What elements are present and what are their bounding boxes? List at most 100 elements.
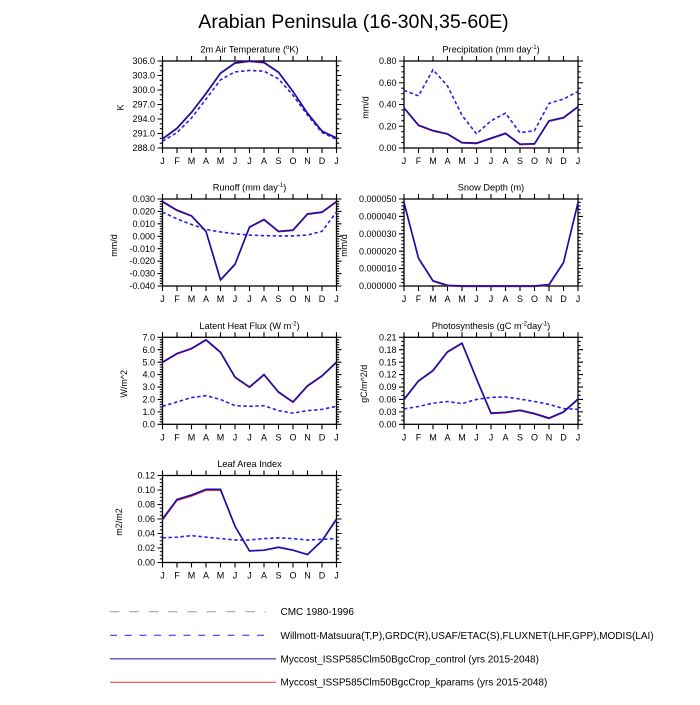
- svg-text:D: D: [319, 294, 326, 304]
- svg-text:J: J: [160, 571, 165, 581]
- svg-text:J: J: [247, 294, 252, 304]
- svg-text:Precipitation (mm day-1): Precipitation (mm day-1): [442, 45, 539, 55]
- svg-text:0.000050: 0.000050: [359, 194, 397, 204]
- svg-text:A: A: [261, 571, 267, 581]
- svg-text:0.21: 0.21: [379, 332, 397, 342]
- svg-text:0.06: 0.06: [379, 395, 397, 405]
- svg-text:J: J: [474, 433, 479, 443]
- svg-text:2m Air Temperature (oK): 2m Air Temperature (oK): [200, 45, 298, 55]
- svg-text:O: O: [531, 433, 538, 443]
- svg-text:N: N: [546, 156, 553, 166]
- svg-text:J: J: [576, 433, 581, 443]
- svg-text:Runoff (mm day-1): Runoff (mm day-1): [213, 183, 287, 193]
- svg-text:-0.020: -0.020: [129, 256, 155, 266]
- svg-text:0.000000: 0.000000: [359, 281, 397, 291]
- svg-text:J: J: [402, 156, 407, 166]
- svg-text:A: A: [444, 156, 450, 166]
- svg-text:A: A: [203, 294, 209, 304]
- svg-text:0.0: 0.0: [142, 419, 155, 429]
- svg-text:0.40: 0.40: [379, 100, 397, 110]
- svg-text:gC/m^2/d: gC/m^2/d: [359, 365, 369, 403]
- svg-text:F: F: [174, 571, 180, 581]
- svg-text:J: J: [576, 294, 581, 304]
- svg-text:A: A: [444, 433, 450, 443]
- svg-text:O: O: [289, 571, 296, 581]
- svg-text:M: M: [429, 156, 437, 166]
- svg-text:M: M: [458, 156, 466, 166]
- svg-text:mm/d: mm/d: [109, 234, 119, 257]
- svg-text:6.0: 6.0: [142, 345, 155, 355]
- svg-text:0.06: 0.06: [137, 514, 155, 524]
- svg-text:0.020: 0.020: [132, 207, 155, 217]
- svg-text:J: J: [402, 433, 407, 443]
- svg-text:J: J: [334, 571, 339, 581]
- svg-text:Snow Depth (m): Snow Depth (m): [458, 183, 524, 193]
- svg-text:294.0: 294.0: [132, 114, 155, 124]
- svg-text:J: J: [576, 156, 581, 166]
- svg-text:-0.010: -0.010: [129, 244, 155, 254]
- svg-text:F: F: [174, 156, 180, 166]
- svg-text:K: K: [116, 104, 126, 110]
- svg-text:N: N: [546, 433, 553, 443]
- svg-text:0.000040: 0.000040: [359, 212, 397, 222]
- svg-text:S: S: [517, 433, 523, 443]
- svg-text:Myccost_ISSP585Clm50BgcCrop_co: Myccost_ISSP585Clm50BgcCrop_control (yrs…: [281, 654, 539, 665]
- svg-text:N: N: [546, 294, 553, 304]
- svg-text:A: A: [261, 433, 267, 443]
- svg-text:W/m^2: W/m^2: [119, 370, 129, 398]
- svg-text:A: A: [502, 294, 508, 304]
- svg-text:S: S: [275, 294, 281, 304]
- svg-text:A: A: [203, 571, 209, 581]
- svg-text:D: D: [560, 433, 567, 443]
- svg-text:J: J: [402, 294, 407, 304]
- svg-text:0.60: 0.60: [379, 78, 397, 88]
- svg-text:N: N: [304, 294, 311, 304]
- svg-text:0.000030: 0.000030: [359, 229, 397, 239]
- svg-text:J: J: [334, 294, 339, 304]
- svg-text:306.0: 306.0: [132, 56, 155, 66]
- svg-text:M: M: [188, 433, 196, 443]
- svg-text:0.12: 0.12: [137, 471, 155, 481]
- svg-text:A: A: [203, 433, 209, 443]
- svg-text:O: O: [289, 433, 296, 443]
- svg-text:0.000010: 0.000010: [359, 264, 397, 274]
- svg-text:A: A: [502, 433, 508, 443]
- svg-text:M: M: [188, 571, 196, 581]
- svg-text:1.0: 1.0: [142, 407, 155, 417]
- svg-text:Arabian Peninsula (16-30N,35-6: Arabian Peninsula (16-30N,35-60E): [198, 11, 508, 33]
- svg-text:M: M: [217, 294, 225, 304]
- svg-text:N: N: [304, 571, 311, 581]
- svg-text:Photosynthesis (gC m-2day-1): Photosynthesis (gC m-2day-1): [432, 321, 550, 331]
- svg-text:J: J: [247, 571, 252, 581]
- svg-text:A: A: [502, 156, 508, 166]
- svg-text:0.030: 0.030: [132, 194, 155, 204]
- svg-text:0.00: 0.00: [379, 143, 397, 153]
- svg-text:4.0: 4.0: [142, 370, 155, 380]
- svg-text:288.0: 288.0: [132, 143, 155, 153]
- svg-text:F: F: [174, 294, 180, 304]
- svg-text:0.09: 0.09: [379, 382, 397, 392]
- svg-text:Willmott-Matsuura(T,P),GRDC(R): Willmott-Matsuura(T,P),GRDC(R),USAF/ETAC…: [281, 631, 654, 642]
- svg-text:0.00: 0.00: [379, 419, 397, 429]
- svg-text:A: A: [261, 294, 267, 304]
- svg-text:M: M: [188, 294, 196, 304]
- svg-text:J: J: [489, 156, 494, 166]
- svg-text:J: J: [489, 294, 494, 304]
- svg-text:303.0: 303.0: [132, 71, 155, 81]
- svg-text:J: J: [233, 156, 238, 166]
- svg-text:D: D: [319, 571, 326, 581]
- svg-text:S: S: [517, 294, 523, 304]
- svg-text:D: D: [319, 433, 326, 443]
- svg-text:S: S: [275, 571, 281, 581]
- svg-text:M: M: [217, 571, 225, 581]
- svg-text:0.03: 0.03: [379, 407, 397, 417]
- svg-text:Leaf Area Index: Leaf Area Index: [217, 459, 282, 469]
- svg-text:300.0: 300.0: [132, 85, 155, 95]
- svg-text:Myccost_ISSP585Clm50BgcCrop_kp: Myccost_ISSP585Clm50BgcCrop_kparams (yrs…: [281, 678, 548, 689]
- svg-text:0.00: 0.00: [137, 558, 155, 568]
- svg-text:-0.040: -0.040: [129, 281, 155, 291]
- svg-text:3.0: 3.0: [142, 382, 155, 392]
- svg-text:mm/d: mm/d: [361, 96, 371, 119]
- svg-text:M: M: [458, 294, 466, 304]
- svg-text:J: J: [489, 433, 494, 443]
